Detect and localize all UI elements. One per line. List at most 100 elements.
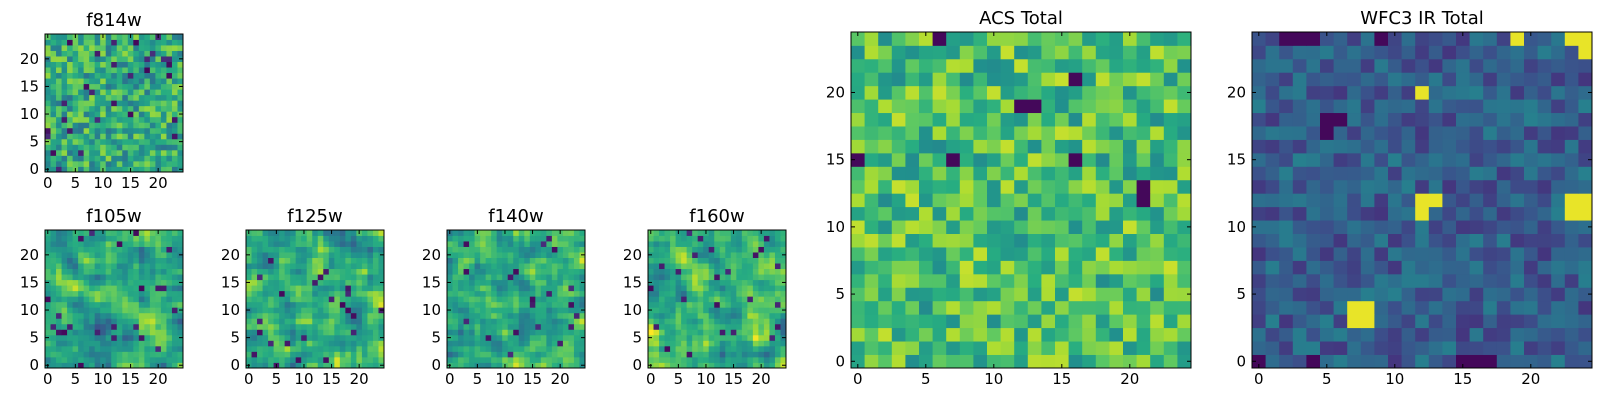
heatmap-cell: [529, 246, 536, 253]
heatmap-cell: [1265, 206, 1280, 221]
heatmap-cell: [133, 67, 140, 74]
y-tick-label: 0: [29, 160, 39, 178]
heatmap-cell: [1320, 260, 1334, 275]
heatmap-cell: [1469, 314, 1484, 329]
heatmap-cell: [116, 155, 123, 162]
heatmap-cell: [474, 268, 481, 275]
heatmap-cell: [670, 235, 676, 242]
heatmap-cell: [149, 100, 156, 107]
heatmap-cell: [664, 334, 671, 341]
y-tick-label: 10: [20, 301, 39, 319]
heatmap-cell: [61, 166, 68, 173]
heatmap-cell: [339, 312, 346, 319]
heatmap-cell: [138, 246, 145, 253]
heatmap-cell: [714, 312, 721, 319]
heatmap-cell: [155, 100, 162, 107]
heatmap-cell: [973, 273, 988, 288]
heatmap-cell: [664, 246, 671, 253]
heatmap-cell: [100, 149, 107, 156]
heatmap-cell: [111, 329, 118, 336]
heatmap-cell: [697, 329, 704, 336]
heatmap-cell: [133, 290, 140, 297]
heatmap-cell: [149, 274, 156, 281]
heatmap-cell: [72, 290, 79, 297]
heatmap-cell: [686, 257, 693, 264]
heatmap-cell: [160, 133, 167, 140]
heatmap-cell: [1415, 260, 1430, 275]
heatmap-cell: [987, 233, 1001, 248]
heatmap-cell: [1333, 152, 1348, 167]
heatmap-cell: [1136, 139, 1151, 154]
heatmap-cell: [295, 279, 302, 286]
heatmap-cell: [1306, 58, 1321, 73]
heatmap-cell: [1095, 139, 1110, 154]
heatmap-cell: [540, 362, 547, 369]
heatmap-cell: [1041, 139, 1056, 154]
y-tick-label: 15: [221, 273, 240, 291]
heatmap-cell: [1483, 32, 1498, 46]
heatmap-cell: [122, 149, 129, 156]
heatmap-cell: [1537, 287, 1552, 302]
heatmap-cell: [485, 340, 492, 347]
heatmap-cell: [127, 122, 134, 129]
heatmap-cell: [780, 345, 787, 352]
heatmap-cell: [1109, 179, 1124, 194]
heatmap-cell: [546, 241, 553, 247]
heatmap-cell: [345, 307, 352, 314]
heatmap-cell: [1551, 260, 1566, 275]
heatmap-cell: [1401, 85, 1416, 100]
heatmap-cell: [50, 340, 57, 347]
heatmap-cell: [758, 318, 765, 325]
heatmap-cell: [1252, 233, 1266, 248]
heatmap-cell: [959, 32, 974, 46]
heatmap-cell: [474, 323, 481, 330]
heatmap-cell: [1136, 233, 1151, 248]
heatmap-cell: [1442, 193, 1457, 208]
heatmap-cell: [1496, 32, 1511, 46]
heatmap-cell: [306, 246, 313, 253]
heatmap-cell: [1177, 287, 1192, 302]
heatmap-cell: [149, 318, 156, 325]
heatmap-cell: [105, 155, 112, 162]
heatmap-cell: [166, 34, 173, 40]
heatmap-cell: [372, 290, 379, 297]
heatmap-cell: [127, 72, 134, 79]
heatmap-cell: [78, 39, 85, 46]
heatmap-cell: [1496, 152, 1511, 167]
heatmap-cell: [747, 274, 754, 281]
heatmap-cell: [116, 166, 123, 173]
heatmap-cell: [932, 152, 947, 167]
heatmap-cell: [491, 279, 498, 286]
heatmap-cell: [111, 312, 118, 319]
heatmap-cell: [160, 235, 167, 242]
heatmap-cell: [268, 334, 274, 341]
heatmap-cell: [1292, 85, 1307, 100]
heatmap-cell: [268, 268, 274, 275]
heatmap-cell: [1027, 220, 1042, 234]
heatmap-cell: [138, 296, 145, 303]
heatmap-cell: [518, 301, 525, 308]
heatmap-cell: [122, 290, 129, 297]
heatmap-cell: [1415, 233, 1430, 248]
heatmap-cell: [262, 285, 269, 292]
heatmap-cell: [648, 241, 654, 247]
heatmap-cell: [138, 144, 145, 151]
heatmap-cell: [959, 314, 974, 329]
heatmap-cell: [78, 257, 85, 264]
heatmap-cell: [83, 301, 90, 308]
heatmap-cell: [133, 351, 140, 358]
heatmap-cell: [780, 290, 787, 297]
heatmap-cell: [959, 220, 974, 234]
heatmap-cell: [507, 312, 514, 319]
heatmap-cell: [339, 241, 346, 247]
heatmap-cell: [769, 279, 776, 286]
heatmap-cell: [1109, 247, 1124, 261]
heatmap-cell: [1388, 152, 1402, 167]
heatmap-cell: [1014, 166, 1029, 181]
heatmap-cell: [367, 279, 374, 286]
heatmap-cell: [166, 127, 173, 134]
y-tick-label: 10: [221, 301, 240, 319]
heatmap-cell: [741, 334, 748, 341]
heatmap-cell: [648, 285, 654, 292]
heatmap-cell: [502, 307, 509, 314]
